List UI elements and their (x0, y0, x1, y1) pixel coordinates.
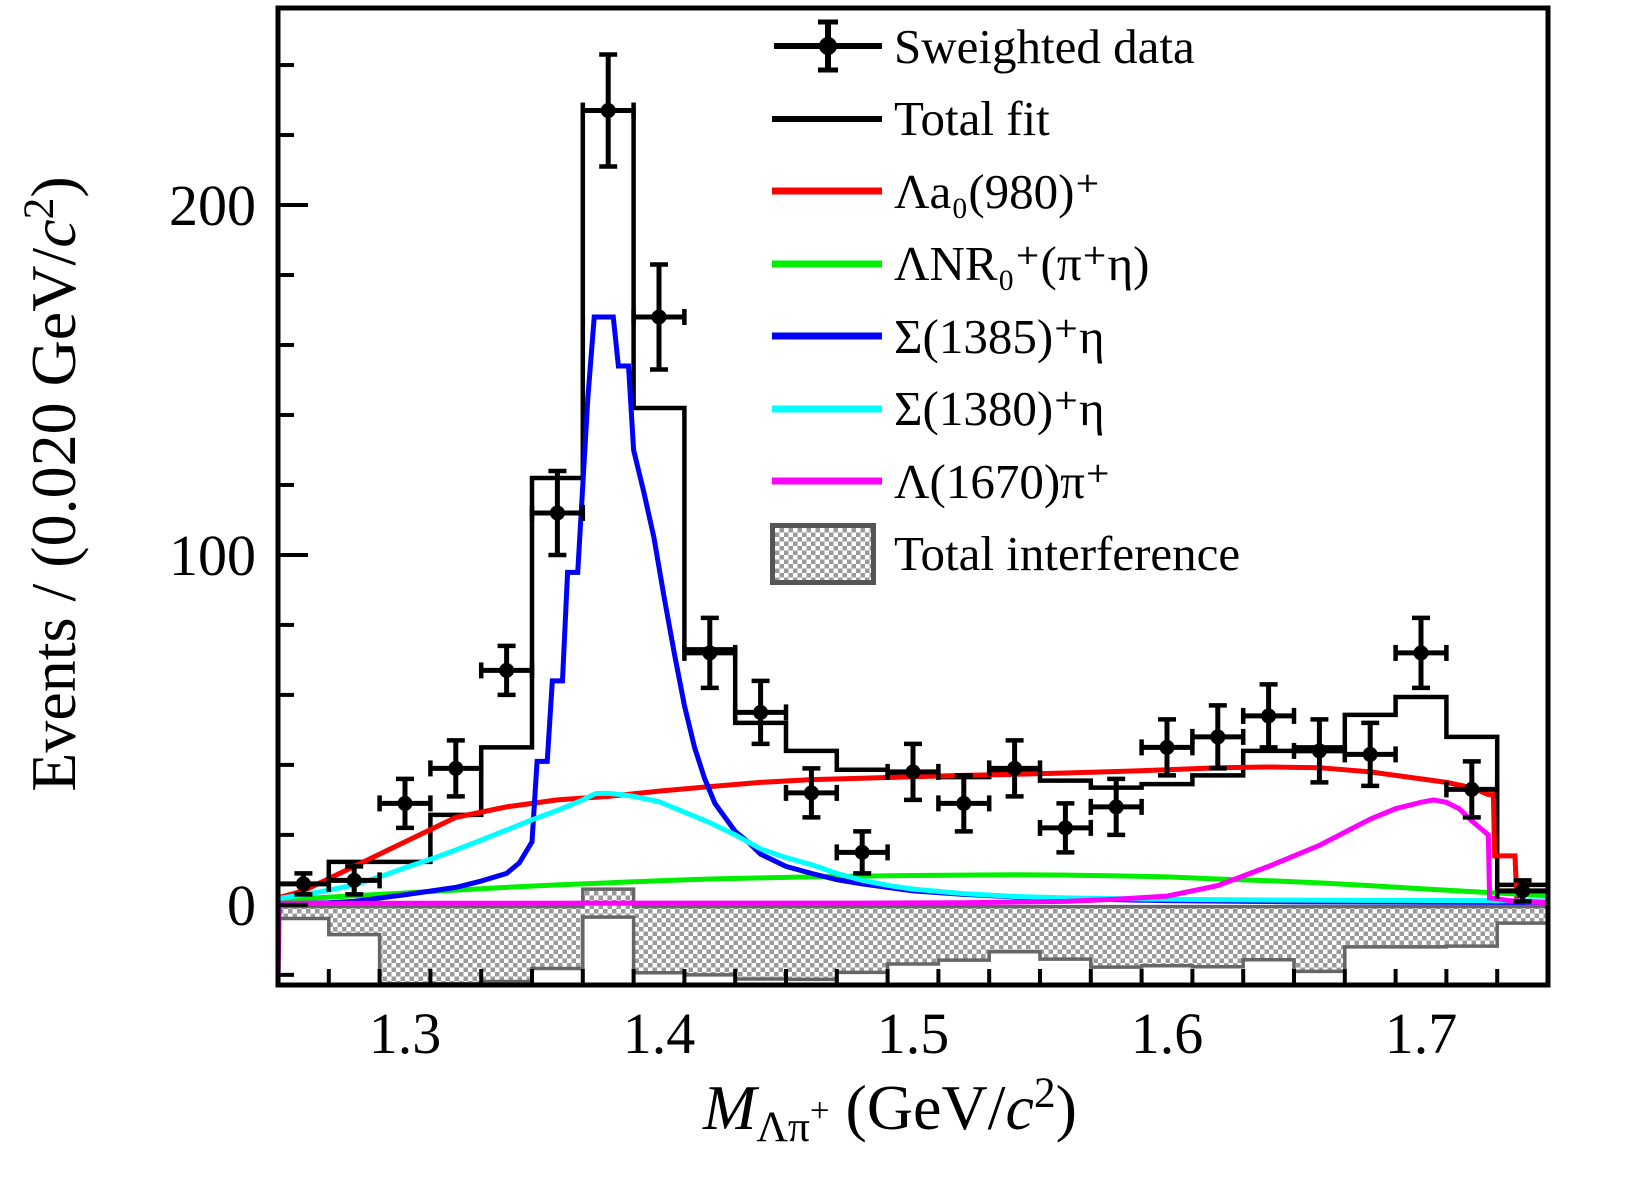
data-point (631, 262, 687, 372)
legend-item-nr: ΛNR₀⁺(π⁺η) (770, 228, 1240, 301)
component-curve-1 (278, 872, 1548, 904)
x-axis-title: MΛπ+ (GeV/c2) (703, 1069, 1077, 1151)
data-point (1342, 720, 1398, 789)
legend-item-total-fit: Total fit (770, 83, 1240, 156)
x-tick-label: 1.6 (1131, 1001, 1204, 1066)
legend-label: Total interference (894, 526, 1241, 582)
legend-item-sigma-1380: Σ(1380)⁺η (770, 373, 1240, 446)
interference-area (278, 887, 1548, 985)
data-point (278, 871, 332, 897)
y-axis-title: Events / (0.020 GeV/c2) (15, 176, 89, 792)
component-curve-4 (278, 797, 1548, 985)
data-point (1190, 703, 1246, 771)
total-fit-line-icon (770, 87, 888, 151)
data-point (529, 468, 586, 558)
x-tick-label: 1.7 (1385, 1001, 1458, 1066)
legend-item-sweighted-data: Sweighted data (770, 10, 1240, 83)
data-point (377, 776, 433, 831)
data-point (1037, 801, 1094, 855)
legend: Sweighted data Total fit Λa₀(980)⁺ ΛNR₀⁺… (770, 10, 1240, 590)
legend-label: Λa₀(980)⁺ (894, 163, 1101, 219)
data-point (986, 738, 1043, 799)
blue-line-icon (770, 304, 888, 368)
data-point (1240, 682, 1297, 750)
plot-frame (275, 5, 1551, 988)
legend-label: Sweighted data (894, 18, 1195, 74)
hatched-box-icon (770, 522, 888, 585)
data-point (732, 678, 789, 747)
legend-item-lambda-1670: Λ(1670)π⁺ (770, 445, 1240, 518)
y-tick-label: 200 (169, 173, 256, 238)
legend-item-interference: Total interference (770, 518, 1240, 591)
data-point (326, 864, 382, 897)
green-line-icon (770, 232, 888, 296)
data-point (834, 829, 890, 876)
y-tick-label: 100 (169, 523, 256, 588)
legend-label: Σ(1380)⁺η (894, 381, 1105, 437)
x-tick-label: 1.4 (623, 1001, 696, 1066)
x-tick-label: 1.5 (877, 1001, 950, 1066)
data-point (1088, 776, 1144, 838)
data-point (783, 766, 840, 820)
data-point (580, 52, 636, 169)
data-point (1139, 717, 1195, 778)
data-point (478, 643, 535, 698)
x-tick-label: 1.3 (369, 1001, 442, 1066)
data-marker-icon (770, 14, 888, 78)
red-line-icon (770, 159, 888, 223)
data-point (428, 738, 484, 799)
y-tick-label: 0 (227, 873, 256, 938)
axis-ticks (278, 63, 1500, 985)
data-point (1494, 878, 1548, 904)
data-point (885, 741, 941, 803)
magenta-line-icon (770, 449, 888, 513)
data-point (1444, 759, 1500, 820)
legend-label: Total fit (894, 91, 1050, 147)
data-point (936, 773, 992, 834)
data-point (682, 615, 738, 691)
legend-item-sigma-1385: Σ(1385)⁺η (770, 300, 1240, 373)
tick-labels: 1.3 1.4 1.5 1.6 1.7 0 100 200 (169, 173, 1457, 1066)
cyan-line-icon (770, 377, 888, 441)
legend-label: ΛNR₀⁺(π⁺η) (894, 236, 1150, 292)
component-curve-3 (278, 790, 1548, 904)
plot-area (278, 52, 1548, 985)
legend-item-a0-980: Λa₀(980)⁺ (770, 155, 1240, 228)
legend-label: Λ(1670)π⁺ (894, 453, 1111, 509)
sweighted-data-points (278, 52, 1548, 904)
legend-label: Σ(1385)⁺η (894, 308, 1105, 364)
data-point (1393, 615, 1449, 691)
data-point (1291, 717, 1348, 785)
